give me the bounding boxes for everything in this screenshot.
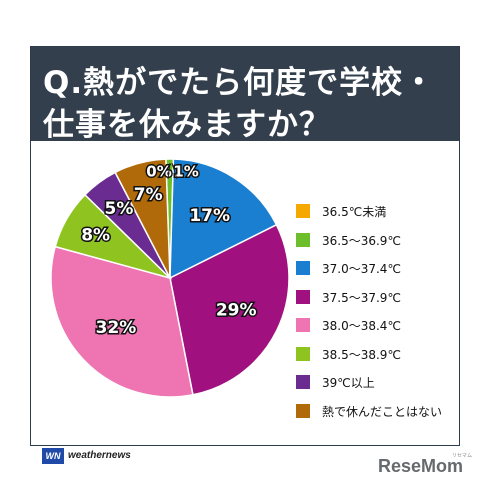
pie-slice-2 <box>169 158 278 280</box>
legend-label-6: 39℃以上 <box>322 376 375 390</box>
pie-slice-4 <box>50 245 194 398</box>
title-bar: Q.熱がでたら何度で学校・ 仕事を休みますか？ <box>31 47 459 143</box>
chart-title-line-2: 仕事を休みますか？ <box>43 107 331 143</box>
data-label-5: 8% <box>81 225 110 245</box>
leader-line-1 <box>171 162 178 180</box>
legend-label-7: 熱で休んだことはない <box>322 404 443 419</box>
data-label-2: 17% <box>189 206 230 226</box>
weathernews-logo: WN <box>42 448 64 464</box>
legend-label-5: 38.5～38.9℃ <box>322 347 401 362</box>
chart-title-line-1: Q.熱がでたら何度で学校・ <box>43 65 436 101</box>
legend-swatch-5 <box>296 346 310 361</box>
legend-swatch-0 <box>296 204 310 218</box>
data-label-0: 0% <box>146 163 171 181</box>
pie-chart: 0% 1% 17% 29% 32% 8% 5%7% <box>50 158 290 398</box>
data-label-3: 29% <box>216 301 257 321</box>
legend-swatch-1 <box>296 232 310 247</box>
chart-card: Q.熱がでたら何度で学校・ 仕事を休みますか？ 0% 1% 17% 29% 32% 8% 5… <box>30 46 460 446</box>
legend-label-1: 36.5～36.9℃ <box>322 233 401 248</box>
pie-slice-3 <box>169 223 290 396</box>
legend-swatch-7 <box>296 403 310 418</box>
data-label-6: 5% <box>105 199 134 219</box>
legend-swatch-2 <box>296 261 310 275</box>
weathernews-name: weathernews <box>68 450 131 461</box>
resemom-watermark: ReseMom <box>378 456 464 476</box>
legend-label-4: 38.0～38.4℃ <box>322 319 401 333</box>
resemom-watermark-sub: リセマム <box>452 453 473 459</box>
legend-swatch-6 <box>296 375 310 389</box>
data-label-4: 32% <box>96 318 137 338</box>
legend-swatch-3 <box>296 289 310 304</box>
data-label-1: 1% <box>173 163 198 181</box>
legend-label-2: 37.0～37.4℃ <box>322 262 401 276</box>
legend-label-0: 36.5℃未満 <box>322 205 387 219</box>
legend-swatch-4 <box>296 318 310 332</box>
data-label-7: 7% <box>134 185 163 205</box>
leader-line-0 <box>167 162 171 180</box>
legend-label-3: 37.5～37.9℃ <box>322 290 401 305</box>
pie-slice-7 <box>114 158 171 279</box>
